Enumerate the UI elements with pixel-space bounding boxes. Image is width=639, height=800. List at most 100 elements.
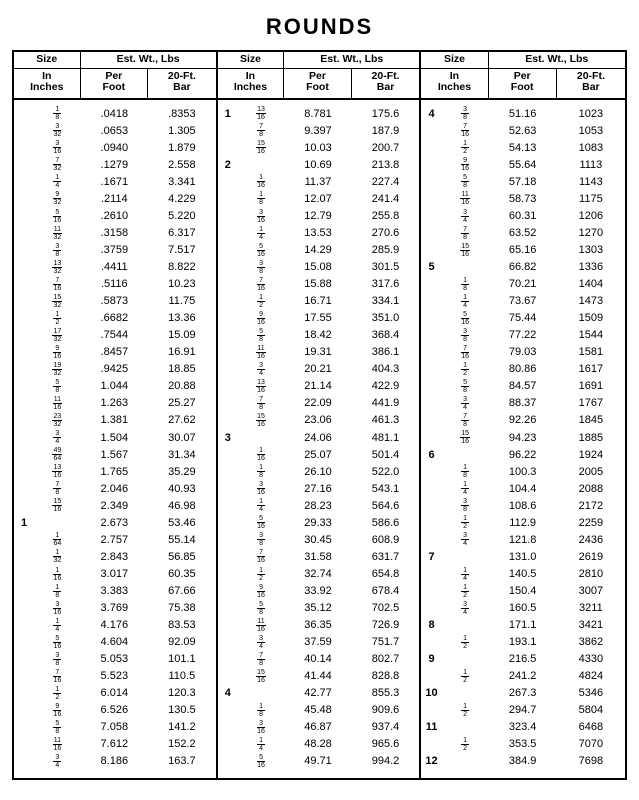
cell-per-foot: 3.383 <box>81 583 149 600</box>
cell-frac: 58 <box>442 174 489 191</box>
cell-frac: 18 <box>238 464 284 481</box>
cell-frac: 132 <box>34 549 80 566</box>
table-row: 51614.29285.9 <box>218 242 420 259</box>
cell-frac: 78 <box>442 225 489 242</box>
cell-int <box>421 208 441 225</box>
cell-per-foot: 54.13 <box>489 140 557 157</box>
cell-per-foot: .5116 <box>81 276 149 293</box>
cell-frac: 12 <box>442 140 489 157</box>
cell-per-foot: .1279 <box>81 157 149 174</box>
table-row: 3488.371767 <box>421 395 625 412</box>
table-row: 11161.26325.27 <box>14 395 216 412</box>
cell-frac: 916 <box>34 702 80 719</box>
cell-frac: 34 <box>442 532 489 549</box>
cell-bar: 855.3 <box>352 685 420 702</box>
cell-frac: 38 <box>238 259 284 276</box>
cell-int <box>14 191 34 208</box>
table-row: 131621.14422.9 <box>218 378 420 395</box>
cell-int <box>421 361 441 378</box>
table-row: 7840.14802.7 <box>218 651 420 668</box>
cell-bar: 2810 <box>557 566 625 583</box>
cell-frac: 12 <box>238 566 284 583</box>
cell-per-foot: 112.9 <box>489 515 557 532</box>
cell-frac: 34 <box>442 600 489 617</box>
cell-bar: 1206 <box>557 208 625 225</box>
table-row: 5164.60492.09 <box>14 634 216 651</box>
fraction: 116 <box>254 174 268 189</box>
cell-frac: 916 <box>238 310 284 327</box>
fraction: 516 <box>458 311 472 326</box>
cell-bar: 2436 <box>557 532 625 549</box>
cell-bar: 334.1 <box>352 293 420 310</box>
table-row: 1812.07241.4 <box>218 191 420 208</box>
table-row: 789.397187.9 <box>218 123 420 140</box>
cell-per-foot: 1.504 <box>81 430 149 447</box>
fraction: 14 <box>458 567 472 582</box>
cell-int <box>421 191 441 208</box>
table-panel: SizeEst. Wt., LbsInInchesPerFoot20-Ft.Ba… <box>421 52 625 778</box>
table-row: 12241.24824 <box>421 668 625 685</box>
table-row: 38.37597.517 <box>14 242 216 259</box>
cell-bar: 1303 <box>557 242 625 259</box>
table-row: 14104.42088 <box>421 481 625 498</box>
cell-bar: 5804 <box>557 702 625 719</box>
fraction: 1732 <box>50 328 64 343</box>
cell-bar: 75.38 <box>148 600 216 617</box>
cell-bar: 1053 <box>557 123 625 140</box>
cell-per-foot: 2.843 <box>81 549 149 566</box>
cell-int <box>218 293 238 310</box>
cell-int <box>14 276 34 293</box>
fraction: 34 <box>254 635 268 650</box>
cell-int <box>218 395 238 412</box>
cell-int <box>14 225 34 242</box>
table-row: 144.17683.53 <box>14 617 216 634</box>
cell-per-foot: 16.71 <box>284 293 352 310</box>
cell-int <box>14 685 34 702</box>
fraction: 516 <box>50 209 64 224</box>
cell-bar: 726.9 <box>352 617 420 634</box>
cell-int <box>218 719 238 736</box>
cell-int: 4 <box>218 685 238 702</box>
cell-frac: 516 <box>34 634 80 651</box>
table-row: 51675.441509 <box>421 310 625 327</box>
cell-bar: 60.35 <box>148 566 216 583</box>
cell-frac: 1732 <box>34 327 80 344</box>
cell-per-foot: 41.44 <box>284 668 352 685</box>
cell-per-foot: 384.9 <box>489 753 557 770</box>
cell-per-foot: 9.397 <box>284 123 352 140</box>
cell-frac <box>442 259 489 276</box>
cell-bar: 6468 <box>557 719 625 736</box>
cell-per-foot: .9425 <box>81 361 149 378</box>
table-row: 7131.02619 <box>421 549 625 566</box>
table-row: 111619.31386.1 <box>218 344 420 361</box>
table-row: 111636.35726.9 <box>218 617 420 634</box>
cell-int <box>421 498 441 515</box>
cell-int: 4 <box>421 106 441 123</box>
cell-int: 11 <box>421 719 441 736</box>
cell-per-foot: 25.07 <box>284 447 352 464</box>
cell-bar: 631.7 <box>352 549 420 566</box>
cell-frac: 12 <box>238 293 284 310</box>
cell-frac: 716 <box>238 549 284 566</box>
fraction: 14 <box>254 498 268 513</box>
table-row: 732.12792.558 <box>14 157 216 174</box>
cell-bar: 213.8 <box>352 157 420 174</box>
cell-frac: 1316 <box>34 464 80 481</box>
cell-bar: 255.8 <box>352 208 420 225</box>
table-row: 51629.33586.6 <box>218 515 420 532</box>
cell-int <box>421 736 441 753</box>
cell-int <box>218 310 238 327</box>
fraction: 316 <box>254 720 268 735</box>
cell-int <box>218 412 238 429</box>
cell-bar: 6.317 <box>148 225 216 242</box>
table-row: 3877.221544 <box>421 327 625 344</box>
table-row: 5818.42368.4 <box>218 327 420 344</box>
cell-frac: 1516 <box>238 412 284 429</box>
cell-frac: 1116 <box>34 395 80 412</box>
table-row: 587.058141.2 <box>14 719 216 736</box>
fraction: 58 <box>254 328 268 343</box>
cell-int <box>218 225 238 242</box>
cell-bar: 92.09 <box>148 634 216 651</box>
table-row: 932.21144.229 <box>14 191 216 208</box>
table-row: 1532.587311.75 <box>14 293 216 310</box>
